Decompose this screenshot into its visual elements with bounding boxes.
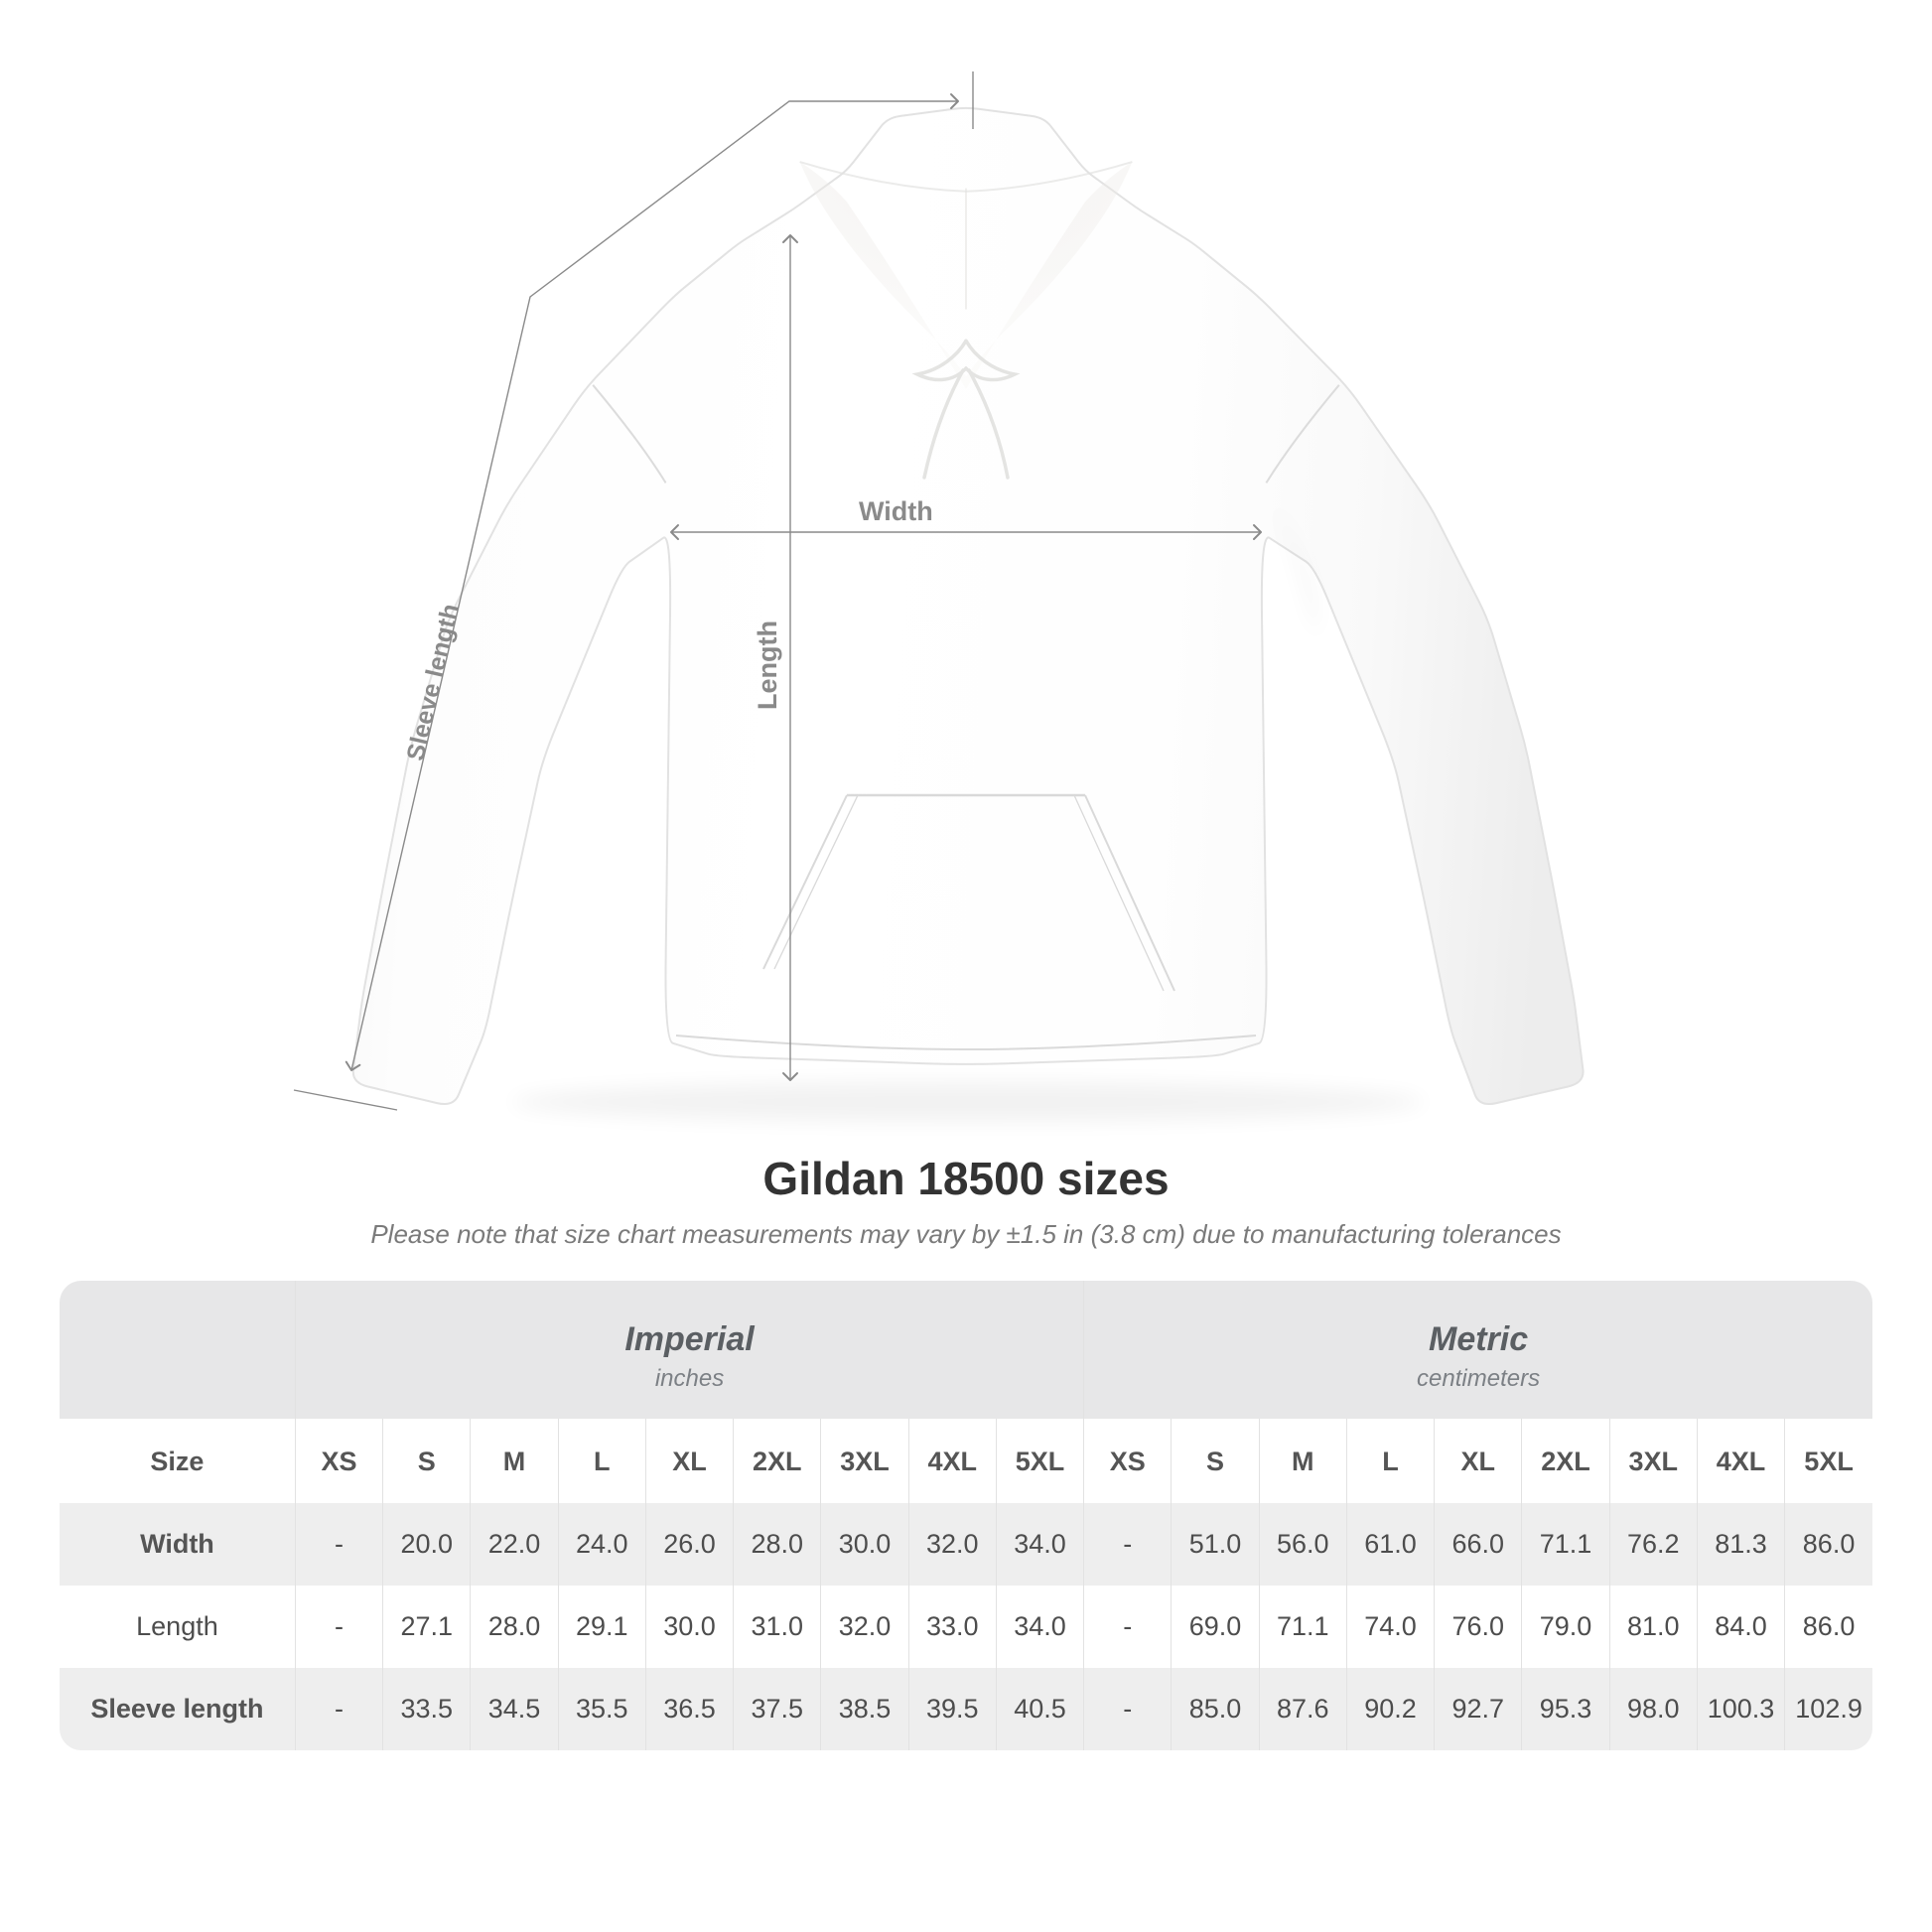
svg-text:Length: Length: [753, 621, 782, 710]
svg-text:Width: Width: [859, 496, 933, 526]
